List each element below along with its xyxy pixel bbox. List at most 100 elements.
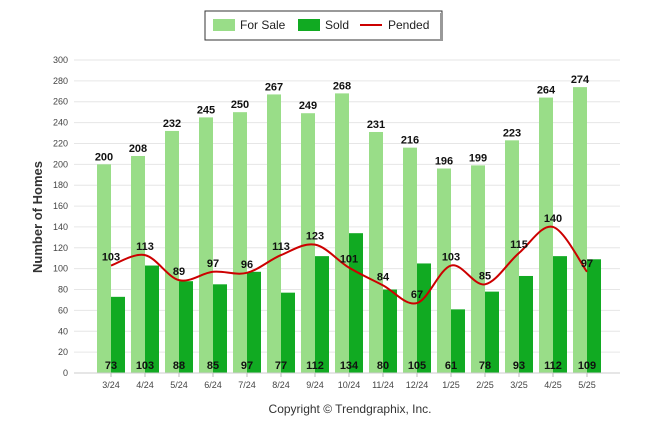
y-tick-label: 220 — [53, 138, 68, 148]
bar-sold — [485, 291, 499, 373]
pended-value-label: 113 — [136, 241, 154, 253]
y-tick-label: 240 — [53, 118, 68, 128]
bar-for-sale — [233, 112, 247, 374]
bar-for-sale — [369, 131, 383, 373]
legend-label-pended: Pended — [388, 18, 429, 32]
for-sale-value-label: 245 — [197, 104, 215, 116]
for-sale-value-label: 208 — [129, 143, 147, 155]
legend-swatch-sold — [298, 19, 320, 31]
sold-value-label: 78 — [479, 360, 491, 372]
y-tick-label: 80 — [58, 285, 68, 295]
pended-value-label: 123 — [306, 231, 324, 243]
bar-sold — [179, 281, 193, 373]
x-tick-label: 1/25 — [442, 380, 460, 390]
bar-sold — [111, 296, 125, 373]
legend-shadow-bottom — [207, 39, 443, 41]
y-tick-label: 260 — [53, 97, 68, 107]
bar-for-sale — [505, 140, 519, 373]
sold-value-label: 112 — [544, 360, 562, 372]
bars — [97, 87, 601, 374]
bar-sold — [349, 233, 363, 373]
legend-label-sold: Sold — [325, 18, 349, 32]
pended-value-label: 115 — [510, 239, 528, 251]
bar-for-sale — [131, 155, 145, 373]
bar-sold — [451, 309, 465, 373]
bar-sold — [213, 284, 227, 373]
for-sale-value-label: 250 — [231, 99, 249, 111]
bar-sold — [315, 256, 329, 373]
pended-value-label: 103 — [102, 252, 120, 264]
for-sale-value-label: 274 — [571, 74, 590, 86]
legend-box — [204, 10, 443, 41]
y-tick-label: 180 — [53, 180, 68, 190]
pended-value-label: 140 — [544, 213, 562, 225]
copyright-text: Copyright © Trendgraphix, Inc. — [269, 402, 432, 416]
sold-value-label: 77 — [275, 360, 287, 372]
for-sale-value-label: 231 — [367, 119, 385, 131]
y-tick-label: 140 — [53, 222, 68, 232]
x-tick-label: 12/24 — [406, 380, 429, 390]
bar-for-sale — [267, 94, 281, 374]
pended-value-label: 113 — [272, 241, 290, 253]
sold-value-label: 73 — [105, 360, 117, 372]
bar-sold — [281, 292, 295, 373]
pended-value-label: 67 — [411, 289, 423, 301]
bar-sold — [553, 256, 567, 373]
pended-value-label: 103 — [442, 252, 460, 264]
bar-for-sale — [403, 147, 417, 373]
for-sale-value-label: 196 — [435, 156, 453, 168]
y-axis-label: Number of Homes — [30, 161, 45, 273]
bar-sold — [417, 263, 431, 373]
sold-value-label: 112 — [306, 360, 324, 372]
y-tick-label: 0 — [63, 368, 68, 378]
y-tick-label: 280 — [53, 76, 68, 86]
bar-for-sale — [573, 87, 587, 374]
y-tick-label: 300 — [53, 55, 68, 65]
data-labels: 200 73 208 103 232 88 245 85 250 97 267 77 249 112 268… — [95, 74, 596, 372]
for-sale-value-label: 264 — [537, 85, 556, 97]
for-sale-value-label: 199 — [469, 152, 487, 164]
for-sale-value-label: 216 — [401, 135, 419, 147]
y-tick-label: 60 — [58, 305, 68, 315]
x-tick-label: 10/24 — [338, 380, 361, 390]
y-tick-label: 160 — [53, 201, 68, 211]
sold-value-label: 109 — [578, 360, 596, 372]
bar-sold — [145, 265, 159, 373]
bar-for-sale — [199, 117, 213, 373]
pended-value-label: 84 — [377, 271, 390, 283]
x-tick-label: 6/24 — [204, 380, 222, 390]
x-tick-label: 7/24 — [238, 380, 256, 390]
pended-line — [110, 225, 588, 305]
for-sale-value-label: 267 — [265, 81, 283, 93]
sold-value-label: 103 — [136, 360, 154, 372]
x-tick-label: 5/24 — [170, 380, 188, 390]
pended-value-label: 101 — [340, 254, 358, 266]
pended-value-label: 96 — [241, 259, 253, 271]
legend-label-for-sale: For Sale — [240, 18, 286, 32]
bar-for-sale — [335, 93, 349, 374]
pended-series-line — [110, 225, 588, 305]
sold-value-label: 61 — [445, 360, 457, 372]
x-tick-label: 11/24 — [372, 380, 394, 390]
for-sale-value-label: 249 — [299, 100, 317, 112]
bar-for-sale — [165, 130, 179, 373]
pended-value-label: 97 — [581, 258, 593, 270]
legend-shadow-right — [440, 13, 443, 41]
for-sale-value-label: 268 — [333, 80, 351, 92]
for-sale-value-label: 200 — [95, 151, 113, 163]
x-tick-label: 4/25 — [544, 380, 562, 390]
x-tick-label: 2/25 — [476, 380, 494, 390]
sold-value-label: 80 — [377, 360, 389, 372]
x-tick-label: 3/25 — [510, 380, 528, 390]
pended-value-label: 97 — [207, 258, 219, 270]
bar-sold — [383, 289, 397, 373]
sold-value-label: 97 — [241, 360, 253, 372]
y-axis: 0 20 40 60 80 100 120 140 160 180 200 220 240 260 280 3… — [53, 55, 68, 378]
sold-value-label: 88 — [173, 360, 185, 372]
y-tick-label: 200 — [53, 159, 68, 169]
y-tick-label: 20 — [58, 347, 68, 357]
bar-for-sale — [539, 97, 553, 373]
for-sale-value-label: 223 — [503, 127, 521, 139]
for-sale-value-label: 232 — [163, 118, 181, 130]
